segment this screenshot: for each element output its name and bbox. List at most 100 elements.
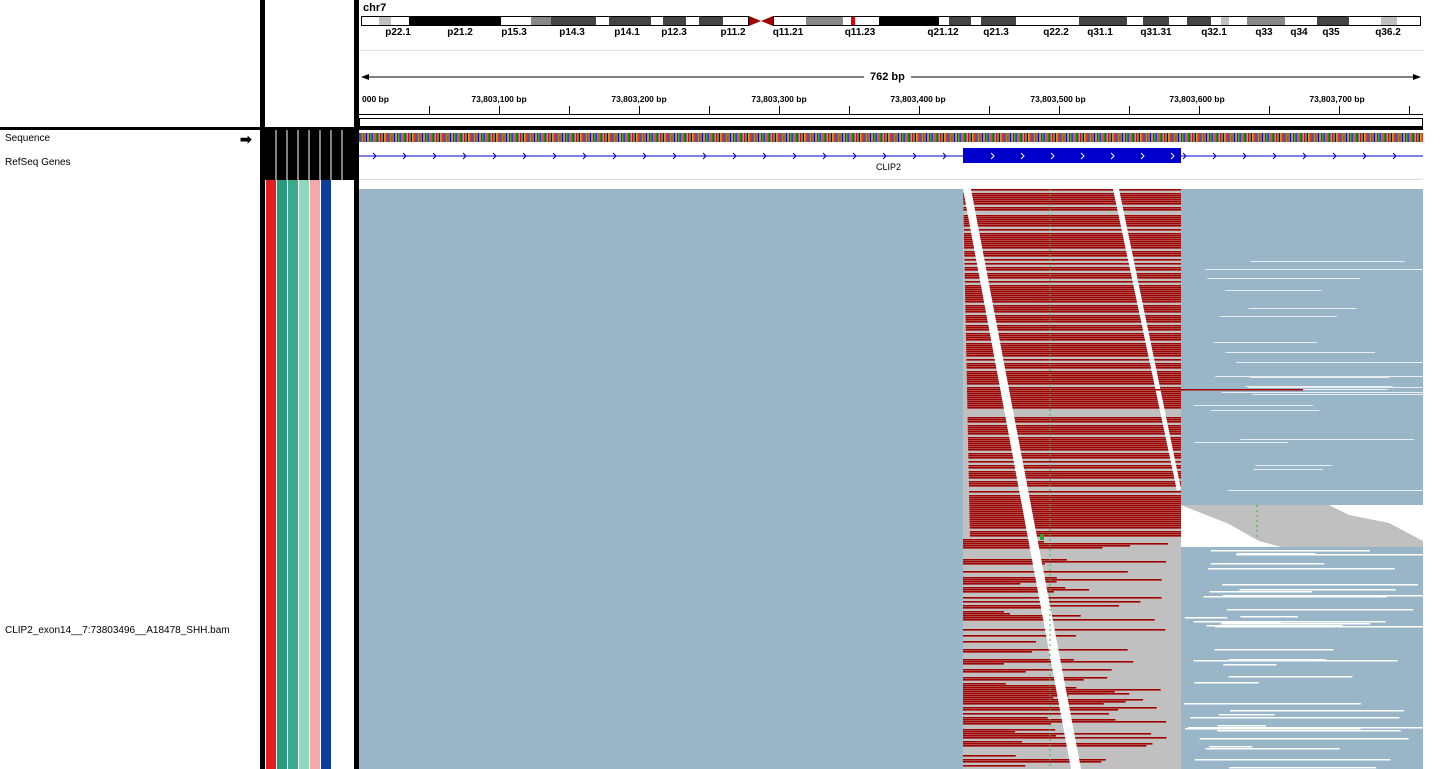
strand-arrow-icon	[1170, 152, 1175, 160]
data-panel[interactable]: CLIP2	[359, 130, 1423, 769]
attribute-column[interactable]	[277, 180, 287, 769]
ideogram-band	[379, 16, 391, 26]
attribute-column[interactable]	[321, 180, 331, 769]
ruler-tick	[499, 106, 500, 114]
sequence-track[interactable]	[359, 130, 1423, 144]
right-arrow-icon[interactable]: ➡	[240, 131, 252, 147]
ideogram-band	[531, 16, 551, 26]
alignment-track[interactable]	[359, 189, 1423, 769]
ideogram-band	[1349, 16, 1381, 26]
ideogram-band	[686, 16, 699, 26]
ideogram-band	[855, 16, 879, 26]
attribute-header	[265, 130, 354, 180]
ideogram-band	[1381, 16, 1397, 26]
alignment-track-name[interactable]: CLIP2_exon14__7:73803496__A18478_SHH.bam	[5, 625, 230, 636]
ideogram-band	[1056, 16, 1061, 26]
ruler-tick	[1199, 106, 1200, 114]
ruler-tick	[779, 106, 780, 114]
strand-arrow-icon	[1050, 152, 1055, 160]
strand-arrow-icon	[762, 152, 767, 160]
ruler-tick-label: 73,803,200 bp	[611, 94, 667, 104]
refseq-gene-track[interactable]	[359, 144, 1423, 184]
band-label: p21.2	[447, 27, 473, 38]
ruler-baseline	[359, 114, 1423, 115]
attribute-column[interactable]	[299, 180, 309, 769]
insertion-marker	[1040, 534, 1044, 540]
ideogram-band	[879, 16, 939, 26]
gene-label[interactable]: CLIP2	[876, 162, 902, 172]
ideogram-band	[949, 16, 971, 26]
band-label: q33	[1255, 27, 1273, 38]
deletion-gap	[1113, 189, 1181, 491]
refseq-track-name[interactable]: RefSeq Genes	[5, 157, 71, 168]
strand-arrow-icon	[1140, 152, 1145, 160]
ruler-tick	[1409, 106, 1410, 114]
ruler-tick	[1129, 106, 1130, 114]
header-panel: chr7 p22.1 p21.2 p15.3 p14.3 p14.1 p12.3 p11.2…	[359, 0, 1423, 127]
attribute-column[interactable]	[288, 180, 298, 769]
ruler-tick	[639, 106, 640, 114]
ideogram-band	[806, 16, 843, 26]
attribute-column[interactable]	[310, 180, 320, 769]
ruler-tick-label: 73,803,300 bp	[751, 94, 807, 104]
strand-arrow-icon	[942, 152, 947, 160]
ideogram-band	[1169, 16, 1187, 26]
strand-arrow-icon	[882, 152, 887, 160]
read-pileup-right	[1181, 547, 1423, 769]
span-label: 762 bp	[864, 71, 911, 83]
ideogram-band	[773, 16, 806, 26]
attribute-header-grid	[275, 130, 343, 180]
strand-arrow-icon	[1332, 152, 1337, 160]
right-margin	[1423, 0, 1440, 769]
region-bar[interactable]	[359, 118, 1423, 127]
strand-arrow-icon	[990, 152, 995, 160]
ideogram-band	[409, 16, 471, 26]
attribute-column[interactable]	[332, 180, 342, 769]
deletion-gap	[963, 189, 1081, 769]
attribute-column[interactable]	[266, 180, 276, 769]
chromosome-name[interactable]: chr7	[363, 2, 387, 14]
ideogram-band	[501, 16, 531, 26]
ruler-tick	[989, 106, 990, 114]
centromere-icon	[761, 16, 773, 26]
header-rule	[359, 50, 1423, 51]
strand-arrow-icon	[912, 152, 917, 160]
ideogram-band	[596, 16, 609, 26]
panel-divider[interactable]	[260, 0, 265, 769]
ideogram-band	[1317, 16, 1349, 26]
centromere-icon	[749, 16, 761, 26]
ideogram-band	[1233, 16, 1247, 26]
ruler-tick	[1059, 106, 1060, 114]
strand-arrow-icon	[1272, 152, 1277, 160]
read-pileup-left	[359, 189, 963, 769]
band-label: q34	[1290, 27, 1308, 38]
ideogram-band	[1285, 16, 1317, 26]
ideogram-band	[699, 16, 723, 26]
band-label: p22.1	[385, 27, 411, 38]
band-label: q32.1	[1201, 27, 1227, 38]
ideogram-band	[939, 16, 949, 26]
band-label: q36.2	[1375, 27, 1401, 38]
ruler-tick-label: 73,803,600 bp	[1169, 94, 1225, 104]
strand-arrow-icon	[1242, 152, 1247, 160]
read-pileup-right	[1181, 189, 1423, 505]
ideogram-band	[1079, 16, 1127, 26]
track-divider	[359, 179, 1423, 180]
strand-arrow-icon	[552, 152, 557, 160]
ideogram-band	[1061, 16, 1079, 26]
sequence-track-name[interactable]: Sequence	[5, 133, 51, 144]
ruler-tick	[569, 106, 570, 114]
panel-divider[interactable]	[354, 0, 359, 769]
ideogram-band	[1221, 16, 1229, 26]
ruler-tick-label: 000 bp	[362, 94, 389, 104]
band-label: q11.23	[844, 27, 876, 38]
band-label: q21.12	[927, 27, 959, 38]
strand-arrow-icon	[1362, 152, 1367, 160]
chromosome-ideogram[interactable]	[361, 16, 1421, 26]
strand-arrow-icon	[792, 152, 797, 160]
strand-arrow-icon	[1020, 152, 1025, 160]
strand-arrow-icon	[1302, 152, 1307, 160]
ideogram-band	[471, 16, 501, 26]
ruler-tick-label: 73,803,400 bp	[890, 94, 946, 104]
strand-arrow-icon	[702, 152, 707, 160]
